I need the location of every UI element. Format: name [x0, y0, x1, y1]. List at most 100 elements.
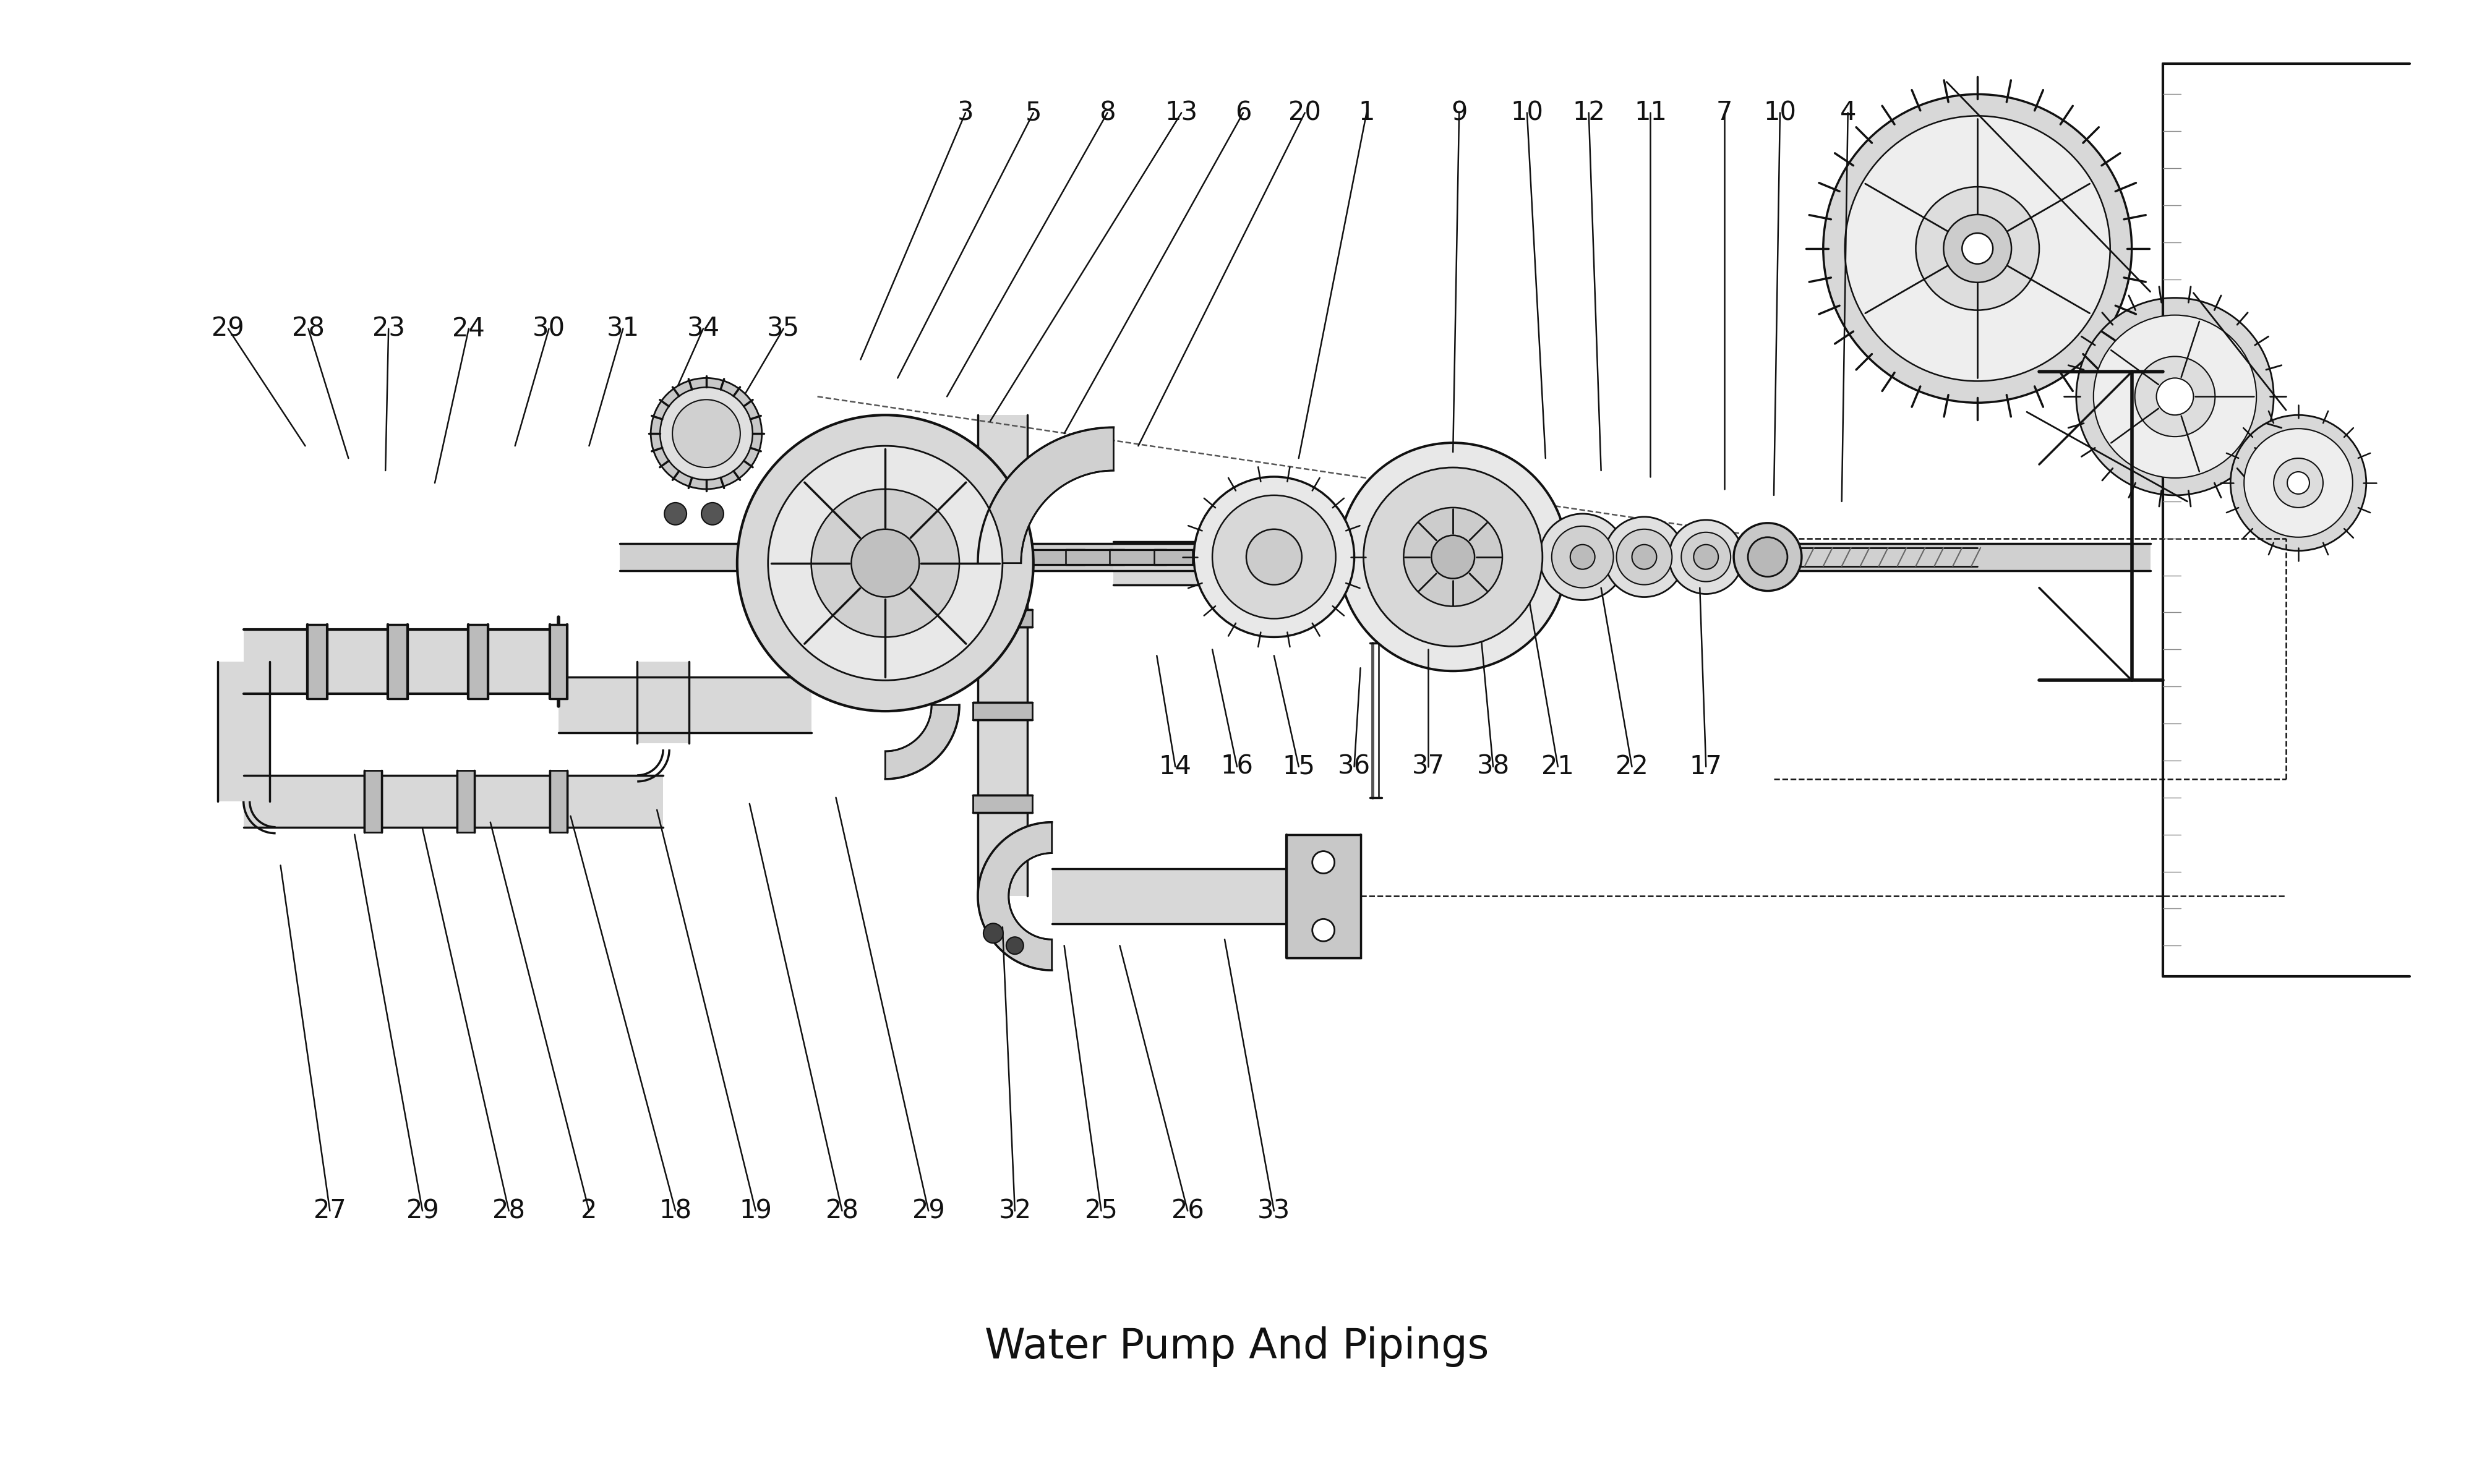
Polygon shape [886, 705, 960, 779]
Circle shape [1915, 187, 2039, 310]
Circle shape [1603, 516, 1685, 597]
Circle shape [1432, 536, 1475, 579]
Text: 9: 9 [1450, 99, 1467, 126]
Text: 29: 29 [913, 1198, 945, 1224]
Text: 10: 10 [1512, 99, 1544, 126]
Polygon shape [468, 625, 487, 699]
Text: 21: 21 [1541, 754, 1573, 779]
Text: 33: 33 [1257, 1198, 1291, 1224]
Circle shape [703, 503, 722, 525]
Text: 28: 28 [492, 1198, 524, 1224]
Text: 29: 29 [406, 1198, 438, 1224]
Circle shape [1247, 530, 1301, 585]
Text: 34: 34 [688, 316, 720, 341]
Text: 19: 19 [740, 1198, 772, 1224]
Polygon shape [621, 543, 2150, 570]
Polygon shape [1111, 549, 1168, 564]
Circle shape [2288, 472, 2308, 494]
Polygon shape [977, 427, 1113, 562]
Circle shape [651, 378, 762, 490]
Circle shape [673, 399, 740, 467]
Polygon shape [549, 770, 567, 833]
Circle shape [1823, 95, 2133, 402]
Circle shape [2135, 356, 2214, 436]
Text: 20: 20 [1289, 99, 1321, 126]
Circle shape [1403, 508, 1502, 607]
Polygon shape [1019, 549, 1084, 564]
Text: 30: 30 [532, 316, 567, 341]
Text: 27: 27 [314, 1198, 346, 1224]
Text: 38: 38 [1477, 754, 1509, 779]
Circle shape [1734, 522, 1801, 591]
Text: 35: 35 [767, 316, 799, 341]
Circle shape [2244, 429, 2353, 537]
Polygon shape [549, 625, 567, 699]
Circle shape [666, 503, 688, 525]
Text: 11: 11 [1633, 99, 1667, 126]
Text: 8: 8 [1098, 99, 1116, 126]
Polygon shape [1051, 868, 1286, 925]
Polygon shape [307, 625, 327, 699]
Polygon shape [858, 562, 913, 705]
Text: 14: 14 [1158, 754, 1192, 779]
Circle shape [1571, 545, 1596, 570]
Circle shape [1695, 545, 1719, 570]
Circle shape [1551, 527, 1613, 588]
Text: 37: 37 [1413, 754, 1445, 779]
Polygon shape [972, 702, 1032, 720]
Circle shape [1007, 936, 1024, 954]
Circle shape [1962, 233, 1994, 264]
Polygon shape [638, 662, 690, 743]
Circle shape [2157, 378, 2194, 416]
Circle shape [1670, 519, 1744, 594]
Text: 4: 4 [1841, 99, 1856, 126]
Circle shape [811, 490, 960, 637]
Text: 5: 5 [1024, 99, 1042, 126]
Text: 36: 36 [1338, 754, 1371, 779]
Polygon shape [458, 770, 475, 833]
Polygon shape [242, 629, 559, 695]
Polygon shape [1113, 542, 1262, 585]
Circle shape [1338, 442, 1566, 671]
Text: 28: 28 [826, 1198, 858, 1224]
Text: 3: 3 [957, 99, 975, 126]
Text: 10: 10 [1764, 99, 1796, 126]
Text: 26: 26 [1170, 1198, 1205, 1224]
Circle shape [1363, 467, 1541, 647]
Polygon shape [218, 662, 270, 801]
Text: 24: 24 [453, 316, 485, 341]
Circle shape [2093, 315, 2256, 478]
Polygon shape [1155, 549, 1210, 564]
Circle shape [1945, 215, 2011, 282]
Polygon shape [1192, 549, 1244, 564]
Circle shape [1846, 116, 2110, 381]
Text: Water Pump And Pipings: Water Pump And Pipings [985, 1327, 1489, 1367]
Text: 23: 23 [371, 316, 406, 341]
Circle shape [851, 530, 920, 597]
Text: 15: 15 [1282, 754, 1316, 779]
Circle shape [1539, 513, 1625, 600]
Text: 13: 13 [1165, 99, 1197, 126]
Circle shape [1311, 919, 1333, 941]
Circle shape [737, 416, 1034, 711]
Polygon shape [1066, 549, 1126, 564]
Polygon shape [1286, 834, 1361, 957]
Circle shape [2076, 298, 2274, 496]
Text: 1: 1 [1358, 99, 1376, 126]
Text: 18: 18 [658, 1198, 693, 1224]
Text: 17: 17 [1690, 754, 1722, 779]
Polygon shape [388, 625, 408, 699]
Circle shape [1682, 533, 1732, 582]
Polygon shape [972, 610, 1032, 628]
Polygon shape [242, 775, 663, 827]
Circle shape [2274, 459, 2323, 508]
Text: 6: 6 [1235, 99, 1252, 126]
Polygon shape [364, 770, 381, 833]
Text: 28: 28 [292, 316, 324, 341]
Circle shape [1311, 852, 1333, 874]
Circle shape [1616, 530, 1672, 585]
Circle shape [767, 445, 1002, 680]
Polygon shape [559, 677, 811, 733]
Text: 12: 12 [1573, 99, 1606, 126]
Text: 29: 29 [213, 316, 245, 341]
